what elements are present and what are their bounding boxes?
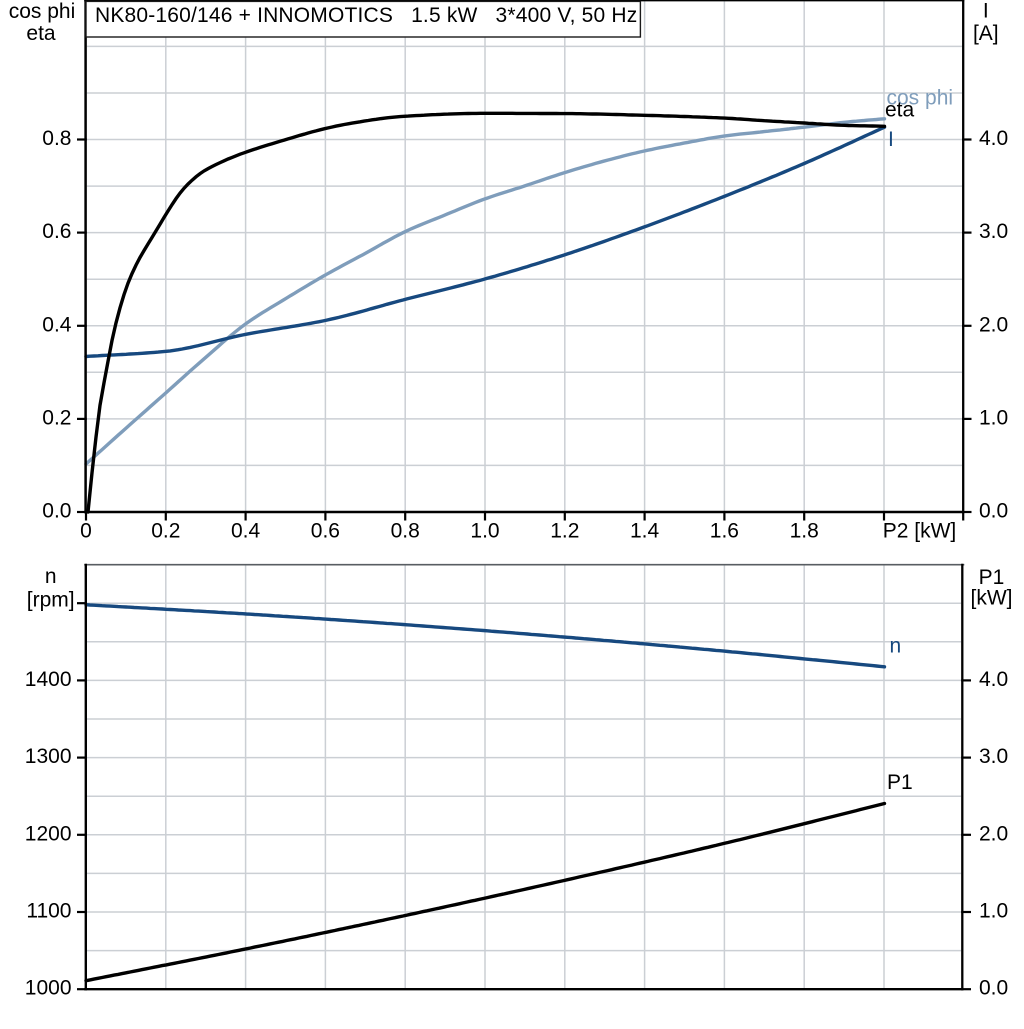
- svg-text:1.0: 1.0: [979, 900, 1008, 923]
- svg-text:0.0: 0.0: [979, 977, 1008, 1000]
- svg-text:0.0: 0.0: [979, 500, 1008, 523]
- svg-text:[rpm]: [rpm]: [27, 588, 75, 611]
- svg-text:1.2: 1.2: [550, 520, 579, 543]
- svg-text:1100: 1100: [26, 900, 71, 923]
- svg-text:1.4: 1.4: [630, 520, 660, 543]
- svg-text:1.6: 1.6: [710, 520, 739, 543]
- svg-text:NK80-160/146 + INNOMOTICS 1.: NK80-160/146 + INNOMOTICS 1.5 kW 3*400 V…: [95, 4, 637, 27]
- svg-text:1400: 1400: [25, 668, 72, 691]
- svg-text:n: n: [890, 635, 902, 658]
- svg-text:0.6: 0.6: [311, 520, 340, 543]
- svg-text:1.8: 1.8: [790, 520, 819, 543]
- svg-text:0.2: 0.2: [42, 406, 71, 429]
- svg-text:0.4: 0.4: [42, 313, 72, 336]
- svg-text:P2 [kW]: P2 [kW]: [883, 520, 957, 543]
- svg-text:P1: P1: [887, 771, 913, 794]
- svg-text:0.0: 0.0: [42, 500, 71, 523]
- svg-text:cos phi: cos phi: [9, 0, 76, 23]
- svg-text:I: I: [983, 0, 989, 23]
- svg-text:0: 0: [80, 520, 92, 543]
- svg-text:1000: 1000: [25, 977, 72, 1000]
- svg-text:n: n: [45, 565, 57, 588]
- svg-text:[A]: [A]: [973, 22, 999, 45]
- svg-text:1.0: 1.0: [470, 520, 499, 543]
- svg-text:P1: P1: [979, 566, 1005, 589]
- svg-text:4.0: 4.0: [979, 127, 1008, 150]
- svg-text:0.8: 0.8: [42, 127, 71, 150]
- svg-text:1200: 1200: [25, 822, 72, 845]
- svg-text:1.0: 1.0: [979, 406, 1008, 429]
- svg-text:0.4: 0.4: [231, 520, 261, 543]
- svg-text:eta: eta: [885, 98, 915, 121]
- svg-text:4.0: 4.0: [979, 668, 1008, 691]
- svg-text:I: I: [888, 128, 894, 151]
- svg-text:1300: 1300: [25, 745, 72, 768]
- svg-text:[kW]: [kW]: [971, 587, 1013, 610]
- svg-text:2.0: 2.0: [979, 822, 1008, 845]
- svg-text:0.2: 0.2: [151, 520, 180, 543]
- svg-text:3.0: 3.0: [979, 745, 1008, 768]
- svg-text:2.0: 2.0: [979, 313, 1008, 336]
- svg-text:3.0: 3.0: [979, 220, 1008, 243]
- svg-text:cos phi: cos phi: [887, 87, 954, 110]
- svg-text:0.6: 0.6: [42, 220, 71, 243]
- svg-text:0.8: 0.8: [391, 520, 420, 543]
- svg-text:eta: eta: [26, 22, 56, 45]
